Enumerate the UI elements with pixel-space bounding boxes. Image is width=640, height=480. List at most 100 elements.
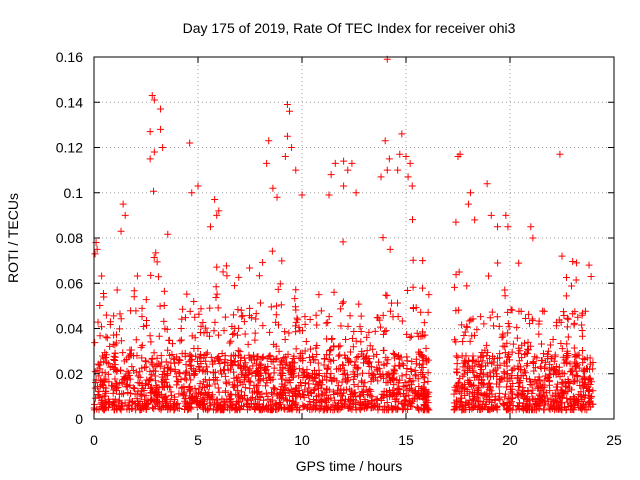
data-point-marker — [292, 328, 300, 336]
y-tick-label: 0.16 — [56, 49, 83, 65]
data-point-marker — [527, 223, 535, 231]
data-point-marker — [288, 144, 296, 151]
data-point-marker — [423, 404, 431, 412]
data-point-marker — [327, 171, 335, 179]
data-point-marker — [499, 330, 507, 338]
data-point-marker — [182, 369, 190, 377]
data-point-marker — [586, 365, 594, 373]
data-point-marker — [574, 361, 582, 369]
data-point-marker — [485, 379, 493, 387]
data-point-marker — [284, 377, 292, 385]
data-point-marker — [275, 347, 283, 355]
data-point-marker — [422, 344, 430, 352]
data-point-marker — [251, 329, 259, 337]
data-point-marker — [268, 247, 276, 255]
data-point-marker — [310, 403, 318, 411]
data-point-marker — [288, 406, 296, 414]
data-point-marker — [237, 306, 245, 314]
data-point-marker — [288, 358, 296, 366]
data-point-marker — [196, 390, 204, 398]
y-axis-title: ROTI / TECUs — [5, 193, 21, 283]
data-point-marker — [340, 366, 348, 374]
data-point-marker — [496, 396, 504, 404]
data-point-marker — [529, 234, 537, 242]
data-point-marker — [396, 150, 404, 158]
data-point-marker — [570, 377, 578, 385]
data-point-marker — [388, 299, 396, 307]
data-point-marker — [194, 182, 202, 190]
data-point-marker — [369, 345, 377, 353]
data-point-marker — [560, 370, 568, 378]
data-point-marker — [348, 399, 356, 407]
data-point-marker — [286, 107, 294, 115]
data-point-marker — [399, 382, 407, 390]
data-point-marker — [578, 406, 586, 414]
data-point-marker — [240, 318, 248, 326]
data-point-marker — [339, 298, 347, 306]
data-point-marker — [318, 402, 326, 410]
data-point-marker — [560, 359, 568, 367]
data-point-marker — [451, 402, 459, 410]
data-point-marker — [247, 378, 255, 386]
data-point-marker — [93, 245, 101, 253]
data-point-marker — [98, 380, 106, 388]
data-point-marker — [459, 363, 467, 371]
data-point-marker — [182, 399, 190, 407]
data-point-marker — [413, 329, 421, 337]
data-point-marker — [386, 387, 394, 395]
data-point-marker — [571, 308, 579, 316]
data-point-marker — [200, 405, 208, 413]
data-point-marker — [156, 302, 164, 310]
data-point-marker — [117, 315, 125, 323]
data-point-marker — [348, 335, 356, 343]
data-point-marker — [128, 404, 136, 412]
data-point-marker — [210, 375, 218, 383]
data-point-marker — [553, 386, 561, 394]
data-point-marker — [356, 323, 364, 331]
data-point-marker — [239, 312, 247, 320]
data-point-marker — [296, 406, 304, 414]
data-point-marker — [546, 360, 554, 368]
data-point-marker — [227, 352, 235, 360]
data-point-marker — [555, 316, 563, 324]
data-point-marker — [587, 272, 595, 280]
data-point-marker — [99, 393, 107, 401]
data-point-marker — [544, 352, 552, 360]
data-point-marker — [97, 400, 105, 408]
data-point-marker — [234, 306, 242, 314]
data-point-marker — [504, 223, 512, 231]
data-point-marker — [164, 230, 172, 238]
data-point-marker — [458, 394, 466, 402]
data-point-marker — [526, 320, 534, 328]
data-point-marker — [164, 406, 172, 414]
data-point-marker — [152, 249, 160, 257]
data-point-marker — [194, 344, 202, 352]
data-point-marker — [255, 388, 263, 396]
data-point-marker — [484, 373, 492, 381]
data-point-marker — [175, 404, 183, 412]
data-point-marker — [110, 331, 118, 339]
data-point-marker — [337, 322, 345, 330]
data-point-marker — [253, 383, 261, 391]
data-point-marker — [486, 406, 494, 414]
data-point-marker — [112, 339, 120, 347]
data-point-marker — [532, 406, 540, 414]
data-point-marker — [515, 379, 523, 387]
data-point-marker — [130, 287, 138, 295]
data-point-marker — [388, 392, 396, 400]
data-point-marker — [291, 303, 299, 311]
data-point-marker — [301, 379, 309, 387]
data-point-marker — [403, 330, 411, 338]
data-point-marker — [163, 399, 171, 407]
data-point-marker — [352, 189, 360, 197]
data-point-marker — [160, 302, 168, 310]
data-point-marker — [324, 318, 332, 326]
data-point-marker — [563, 394, 571, 402]
data-point-marker — [454, 353, 462, 361]
data-point-marker — [506, 405, 514, 413]
data-point-marker — [580, 367, 588, 375]
data-point-marker — [200, 378, 208, 386]
data-point-marker — [116, 404, 124, 412]
data-point-marker — [285, 389, 293, 397]
data-point-marker — [111, 375, 119, 383]
